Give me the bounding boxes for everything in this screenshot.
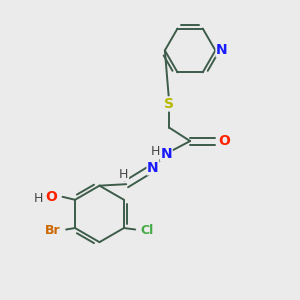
- Text: N: N: [160, 147, 172, 160]
- Text: Br: Br: [45, 224, 61, 238]
- Text: O: O: [218, 134, 230, 148]
- Text: N: N: [216, 43, 228, 57]
- Text: S: S: [164, 97, 174, 111]
- Text: H: H: [150, 145, 160, 158]
- Text: H: H: [34, 192, 44, 205]
- Text: Cl: Cl: [140, 224, 154, 238]
- Text: N: N: [147, 161, 159, 175]
- Text: H: H: [119, 168, 128, 181]
- Text: O: O: [45, 190, 57, 204]
